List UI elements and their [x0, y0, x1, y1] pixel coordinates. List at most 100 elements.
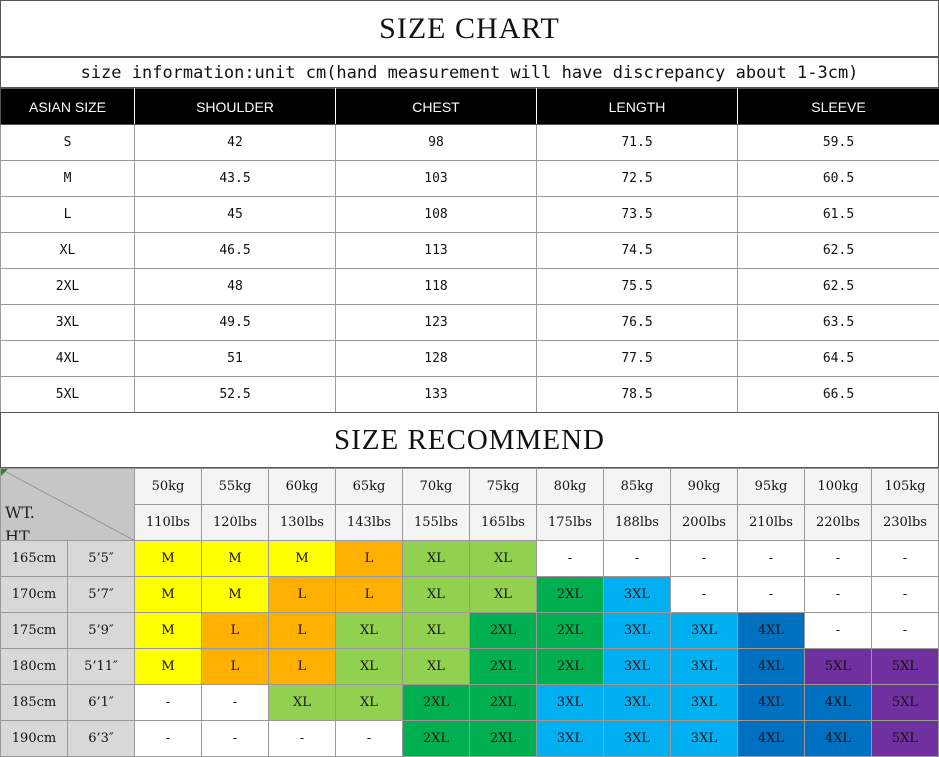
size-chart-title: SIZE CHART — [0, 0, 939, 57]
size-recommend-cell: 4XL — [737, 684, 805, 721]
size-chart-table: ASIAN SIZE SHOULDER CHEST LENGTH SLEEVE S 42 9… — [0, 88, 939, 413]
size-chart-cell: 63.5 — [737, 304, 939, 341]
size-recommend-cell: XL — [402, 612, 470, 649]
size-chart-cell: 66.5 — [737, 376, 939, 413]
height-axis-label: HT. — [5, 527, 33, 541]
size-recommend-cell: - — [737, 576, 805, 613]
weight-kg-header: 75kg — [469, 468, 537, 505]
size-chart-cell: 73.5 — [536, 196, 738, 233]
size-chart-cell: S — [0, 124, 135, 161]
size-chart-row: M 43.5 103 72.5 60.5 — [0, 160, 939, 197]
size-recommend-cell: M — [134, 612, 202, 649]
height-ft-label: 5’9″ — [67, 612, 135, 649]
size-recommend-cell: - — [871, 576, 939, 613]
size-chart-subtitle: size information:unit cm(hand measuremen… — [0, 57, 939, 88]
size-recommend-cell: 3XL — [603, 612, 671, 649]
weight-kg-header: 90kg — [670, 468, 738, 505]
weight-kg-header: 100kg — [804, 468, 872, 505]
size-chart-cell: 123 — [335, 304, 537, 341]
weight-kg-header: 60kg — [268, 468, 336, 505]
size-chart-cell: 60.5 — [737, 160, 939, 197]
size-chart-column-header: SLEEVE — [737, 88, 939, 125]
weight-lbs-header: 210lbs — [737, 504, 805, 541]
size-recommend-cell: 4XL — [804, 684, 872, 721]
size-recommend-cell: XL — [469, 576, 537, 613]
size-recommend-cell: - — [737, 540, 805, 577]
size-chart-row: L 45 108 73.5 61.5 — [0, 196, 939, 233]
size-recommend-cell: M — [134, 576, 202, 613]
size-recommend-cell: 5XL — [871, 684, 939, 721]
size-chart-cell: 48 — [134, 268, 336, 305]
size-recommend-cell: 3XL — [603, 576, 671, 613]
size-recommend-cell: 3XL — [670, 648, 738, 685]
weight-lbs-header: 110lbs — [134, 504, 202, 541]
weight-kg-header: 105kg — [871, 468, 939, 505]
weight-lbs-header: 143lbs — [335, 504, 403, 541]
size-chart-row: 4XL 51 128 77.5 64.5 — [0, 340, 939, 377]
size-chart-cell: 5XL — [0, 376, 135, 413]
size-recommend-cell: 4XL — [737, 648, 805, 685]
size-recommend-cell: - — [134, 684, 202, 721]
size-chart-cell: 64.5 — [737, 340, 939, 377]
size-recommend-cell: XL — [335, 648, 403, 685]
size-recommend-cell: - — [871, 612, 939, 649]
size-chart-cell: 4XL — [0, 340, 135, 377]
size-recommend-cell: - — [335, 720, 403, 757]
size-recommend-cell: XL — [402, 576, 470, 613]
weight-lbs-header: 130lbs — [268, 504, 336, 541]
size-recommend-cell: - — [536, 540, 604, 577]
size-recommend-cell: 2XL — [536, 612, 604, 649]
size-recommend-cell: - — [670, 576, 738, 613]
weight-kg-header: 50kg — [134, 468, 202, 505]
size-chart-cell: 113 — [335, 232, 537, 269]
height-cm-label: 185cm — [0, 684, 68, 721]
weight-kg-row: WT. HT. 50kg 55kg 60kg 65kg 70kg 75kg 80kg 85kg… — [0, 468, 939, 541]
size-recommend-cell: L — [201, 612, 269, 649]
size-chart-header-row: ASIAN SIZE SHOULDER CHEST LENGTH SLEEVE — [0, 88, 939, 125]
size-recommend-cell: L — [268, 648, 336, 685]
size-chart-cell: 43.5 — [134, 160, 336, 197]
size-recommend-cell: 3XL — [670, 720, 738, 757]
weight-lbs-header: 165lbs — [469, 504, 537, 541]
size-chart-cell: 75.5 — [536, 268, 738, 305]
size-recommend-cell: L — [335, 540, 403, 577]
size-recommend-cell: M — [201, 576, 269, 613]
size-recommend-cell: 5XL — [871, 648, 939, 685]
size-chart-cell: 103 — [335, 160, 537, 197]
size-chart-cell: 72.5 — [536, 160, 738, 197]
size-recommend-cell: 2XL — [536, 576, 604, 613]
size-recommend-cell: - — [201, 684, 269, 721]
height-cm-label: 165cm — [0, 540, 68, 577]
height-ft-label: 6’3″ — [67, 720, 135, 757]
weight-kg-header: 55kg — [201, 468, 269, 505]
size-recommend-cell: M — [134, 648, 202, 685]
weight-lbs-header: 230lbs — [871, 504, 939, 541]
height-row: 165cm 5’5″ M M M L XL XL - - - - - - — [0, 540, 939, 577]
size-recommend-table: WT. HT. 50kg 55kg 60kg 65kg 70kg 75kg 80kg 85kg… — [0, 468, 939, 757]
size-chart-cell: 62.5 — [737, 268, 939, 305]
height-cm-label: 175cm — [0, 612, 68, 649]
weight-lbs-header: 175lbs — [536, 504, 604, 541]
size-chart-cell: L — [0, 196, 135, 233]
size-recommend-cell: XL — [469, 540, 537, 577]
size-recommend-cell: - — [670, 540, 738, 577]
size-chart-cell: XL — [0, 232, 135, 269]
weight-lbs-header: 188lbs — [603, 504, 671, 541]
size-chart-cell: 59.5 — [737, 124, 939, 161]
size-chart-cell: 49.5 — [134, 304, 336, 341]
weight-lbs-row: 110lbs 120lbs 130lbs 143lbs 155lbs 165lbs 175l… — [1, 504, 939, 541]
size-chart-cell: 77.5 — [536, 340, 738, 377]
size-chart-cell: 133 — [335, 376, 537, 413]
size-recommend-cell: - — [804, 576, 872, 613]
size-chart-cell: 74.5 — [536, 232, 738, 269]
height-row: 185cm 6’1″ - - XL XL 2XL 2XL 3XL 3XL 3XL 4XL 4XL 5XL — [0, 684, 939, 721]
size-recommend-cell: L — [268, 576, 336, 613]
size-recommend-cell: - — [804, 540, 872, 577]
height-cm-label: 190cm — [0, 720, 68, 757]
weight-kg-header: 85kg — [603, 468, 671, 505]
size-recommend-cell: XL — [335, 684, 403, 721]
height-row: 175cm 5’9″ M L L XL XL 2XL 2XL 3XL 3XL 4XL - - — [0, 612, 939, 649]
size-recommend-title: SIZE RECOMMEND — [0, 412, 939, 468]
size-recommend-cell: - — [804, 612, 872, 649]
size-recommend-cell: - — [201, 720, 269, 757]
